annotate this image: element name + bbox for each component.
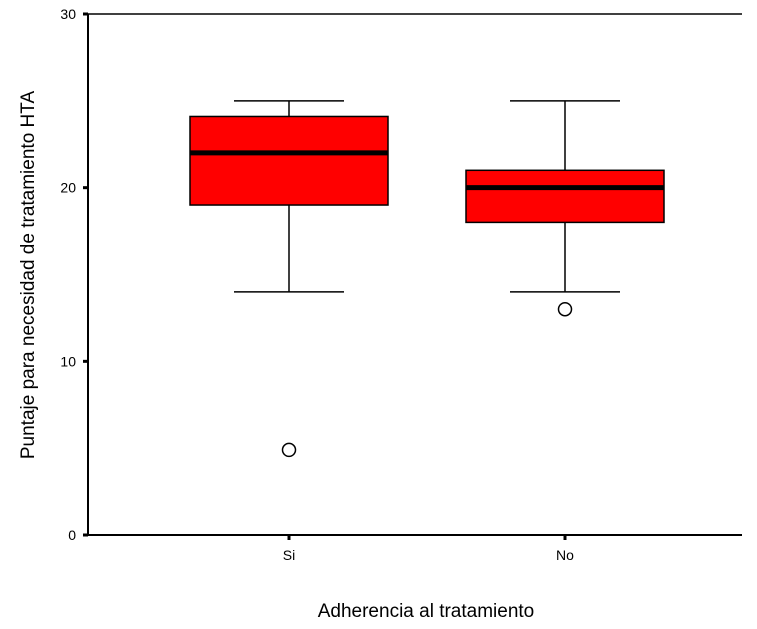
outlier-point (557, 301, 573, 317)
box-no (465, 100, 665, 317)
iqr-box (465, 169, 665, 224)
y-tick-label: 10 (60, 353, 76, 369)
y-tick-label: 20 (60, 180, 76, 196)
x-tick-label: Si (283, 547, 295, 563)
y-axis-title: Puntaje para necesidad de tratamiento HT… (18, 91, 39, 460)
plot-frame (87, 13, 742, 536)
box-si (189, 100, 389, 458)
box-series (189, 100, 665, 458)
iqr-box (189, 115, 389, 206)
outlier-point (281, 442, 297, 458)
y-tick-label: 0 (68, 527, 76, 543)
x-axis-ticks: Si No (283, 535, 574, 563)
y-tick-label: 30 (60, 6, 76, 22)
y-axis-ticks: 0 10 20 30 (60, 6, 88, 543)
x-axis-title: Adherencia al tratamiento (318, 601, 535, 622)
x-tick-label: No (556, 547, 574, 563)
